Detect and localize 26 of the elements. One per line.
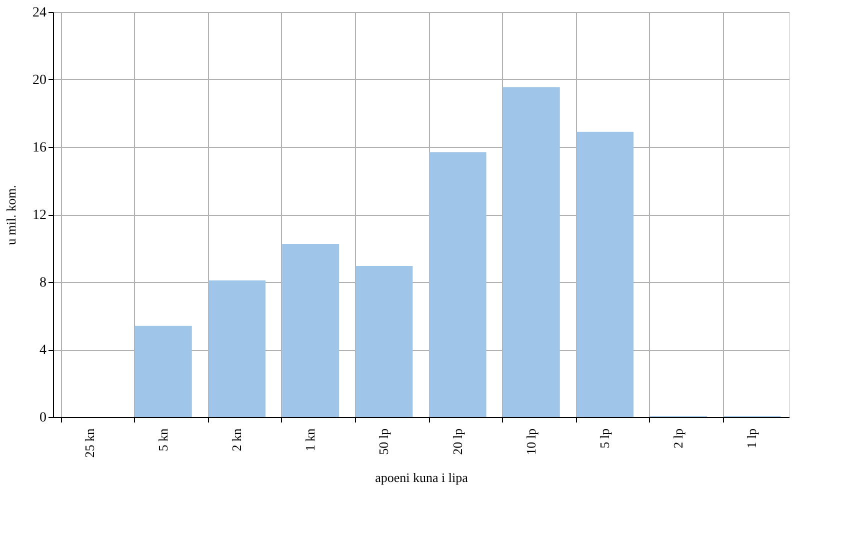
y-tick-label: 0 bbox=[40, 410, 46, 426]
x-tick-label: 20 lp bbox=[450, 428, 465, 455]
y-tick-label: 24 bbox=[32, 6, 46, 20]
x-tick-label: 25 kn bbox=[82, 428, 97, 458]
y-tick-label: 20 bbox=[32, 73, 46, 88]
y-tick-label: 16 bbox=[32, 140, 46, 156]
y-tick-label: 4 bbox=[40, 343, 46, 358]
x-tick-label: 5 lp bbox=[597, 428, 612, 448]
x-tick-label: 5 kn bbox=[155, 428, 170, 452]
x-tick-label: 10 lp bbox=[523, 428, 538, 455]
x-tick-label: 1 kn bbox=[302, 428, 318, 452]
y-tick-label: 12 bbox=[32, 208, 46, 223]
bar bbox=[429, 152, 486, 417]
x-axis-title: apoeni kuna i lipa bbox=[375, 470, 468, 485]
x-tick-label: 1 lp bbox=[744, 428, 760, 448]
bar bbox=[502, 87, 560, 417]
bar bbox=[356, 266, 413, 417]
bar bbox=[134, 326, 192, 417]
y-axis-title: u mil. kom. bbox=[4, 185, 18, 245]
x-tick-label: 2 kn bbox=[229, 428, 244, 452]
bar bbox=[576, 132, 634, 417]
x-tick-label: 50 lp bbox=[376, 428, 392, 455]
x-tick-label: 2 lp bbox=[670, 428, 686, 448]
bar bbox=[208, 280, 266, 417]
bar bbox=[282, 244, 340, 417]
y-tick-label: 8 bbox=[40, 276, 46, 290]
